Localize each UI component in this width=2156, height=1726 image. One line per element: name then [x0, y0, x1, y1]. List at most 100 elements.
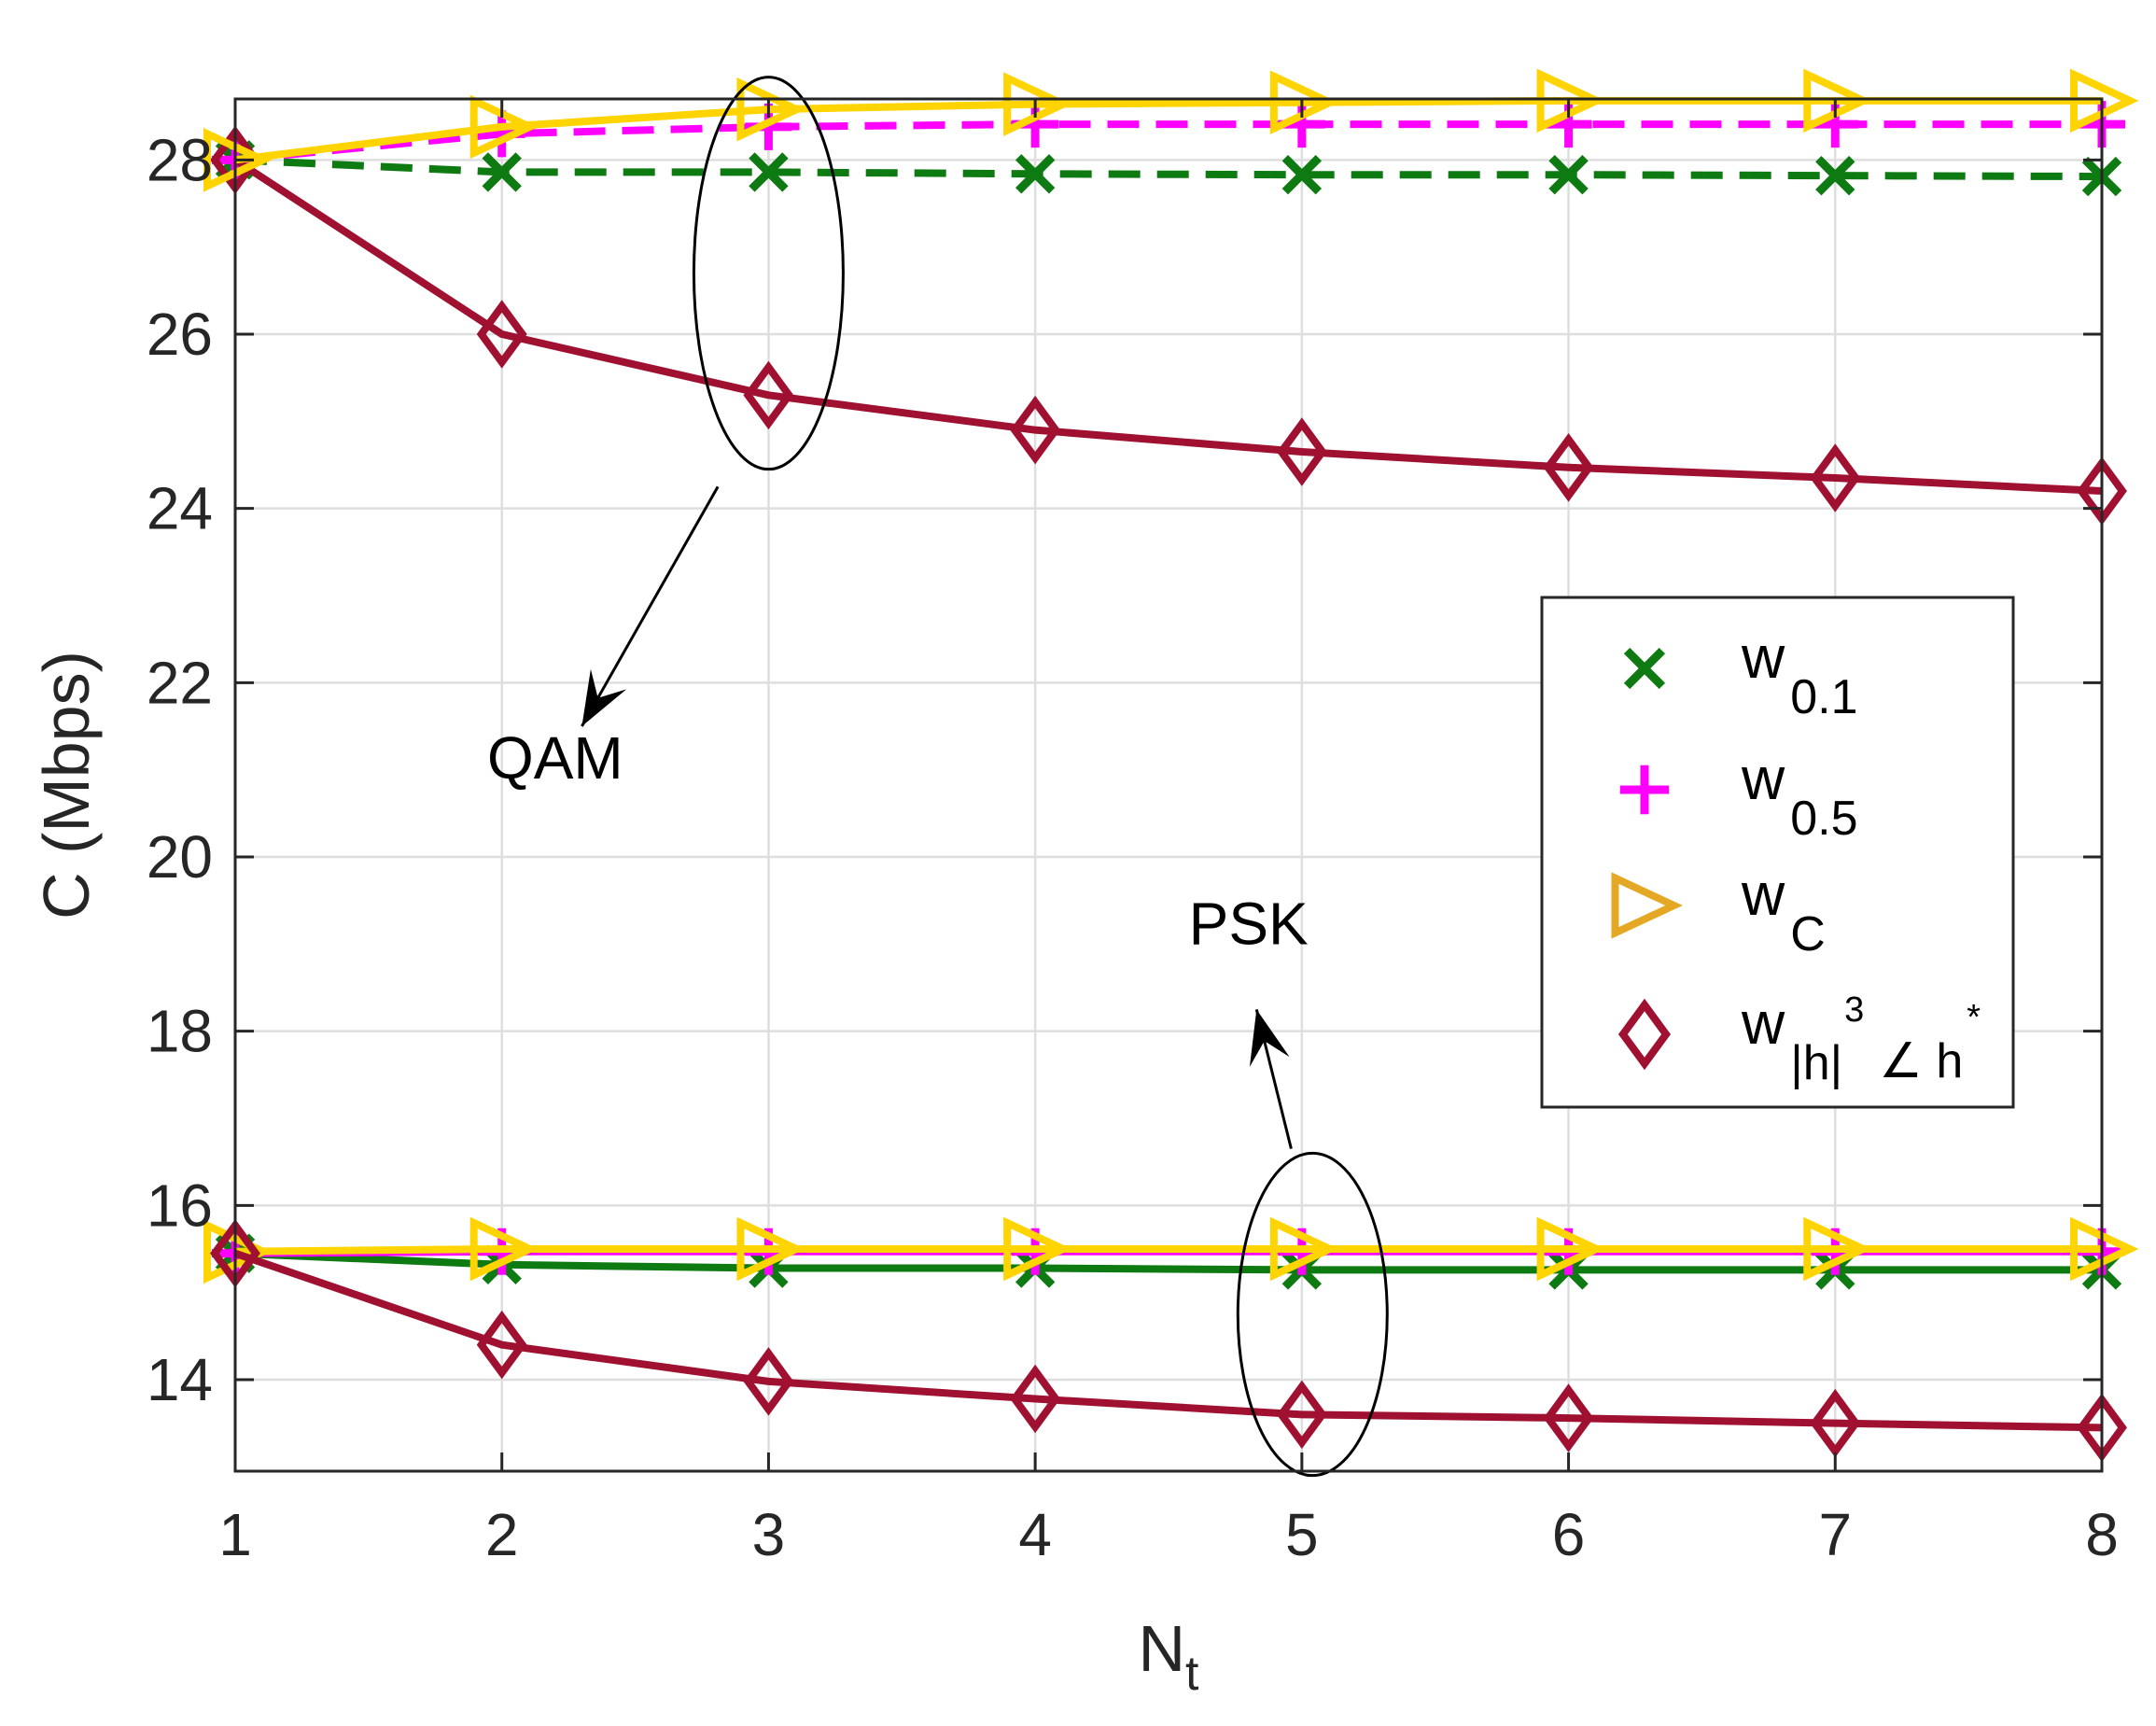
series-wh3h-qam-point-shape: [1543, 433, 1594, 502]
annotation-layer: QAM PSK: [487, 76, 1389, 1478]
annotation-qam-arrow-head: [581, 668, 627, 726]
series-wh3h-psk-point-shape: [476, 1310, 527, 1380]
legend-label-tail: ∠ h: [1879, 1034, 1963, 1088]
legend-label-2: wC: [1741, 861, 1826, 961]
series-wC-psk-point-shape: [1003, 1216, 1072, 1282]
series-wC-psk-point: [1269, 1216, 1339, 1282]
legend-marker-3-shape: [1617, 998, 1672, 1071]
annotation-psk-ellipse: [1236, 1151, 1389, 1478]
legend-entry-3: w|h|3 ∠ h*: [1617, 989, 1981, 1090]
x-tick-label: 7: [1818, 1501, 1852, 1568]
series-wC-qam-line: [234, 96, 2102, 164]
axes-box: [233, 97, 2104, 1473]
ticks: 1 2 3 4 5 6 7 8 14 16 18 20 22 24 26 28: [147, 99, 2119, 1568]
series-w01-qam-point: [1548, 155, 1589, 195]
legend-marker-2-shape: [1611, 872, 1683, 939]
legend-entry-0: w0.1: [1623, 624, 1858, 724]
y-tick-label: 18: [147, 998, 213, 1065]
series-w01-qam-point: [1815, 155, 1855, 196]
annotation-qam-arrow-line: [581, 485, 720, 727]
annotation-psk: PSK: [1189, 890, 1389, 1478]
legend-label-0: w0.1: [1741, 624, 1858, 724]
legend-label-sup: 3: [1844, 990, 1864, 1030]
x-tick-label: 2: [485, 1501, 519, 1568]
y-axis-label: C (Mbps): [30, 651, 103, 919]
annotation-psk-label: PSK: [1189, 890, 1309, 957]
legend-label-sub: |h|: [1790, 1036, 1842, 1090]
legend-label-base: w: [1741, 745, 1785, 812]
series-w01-qam-point-shape: [749, 152, 789, 192]
series-wC-psk-point-shape: [1269, 1216, 1339, 1282]
y-tick-label: 26: [147, 301, 213, 368]
series-wh3h-psk-point: [1276, 1380, 1327, 1450]
y-tick-label: 24: [147, 475, 213, 542]
legend-label-sub: 0.5: [1790, 792, 1857, 846]
series-w01-qam-point-shape: [482, 152, 522, 192]
series-wC-qam-point-shape: [736, 77, 805, 142]
annotation-qam-ellipse: [692, 76, 845, 471]
series-w01-qam-point: [749, 152, 789, 192]
series-wh3h-psk-point-shape: [1810, 1388, 1861, 1458]
series-w05-qam-line: [234, 120, 2102, 164]
x-axis-label-main: N: [1138, 1612, 1185, 1685]
series-wh3h-qam-point-shape: [1010, 395, 1061, 465]
x-tick-label: 8: [2085, 1501, 2119, 1568]
series-wC-psk-point: [1803, 1216, 1872, 1282]
series-w01-qam-line: [234, 156, 2103, 181]
legend-label-tail-sup: *: [1967, 998, 1981, 1037]
series-wC-psk-point-shape: [1803, 1216, 1872, 1282]
x-axis-label-sub: t: [1185, 1647, 1199, 1701]
series-w01-qam-point: [482, 152, 522, 192]
x-tick-label: 5: [1285, 1501, 1319, 1568]
series-wh3h-qam-point: [1543, 433, 1594, 502]
legend-entry-1: w0.5: [1619, 745, 1858, 846]
legend-marker-3: [1617, 998, 1672, 1071]
series-wh3h-qam-point-shape: [743, 360, 794, 430]
series-wC-psk-point-shape: [1536, 1216, 1606, 1282]
x-tick-label: 6: [1552, 1501, 1586, 1568]
series-wh3h-psk-point: [1010, 1364, 1061, 1434]
legend-label-base: w: [1741, 989, 1785, 1057]
legend-marker-0: [1623, 647, 1666, 690]
series-wh3h-qam-point-shape: [1276, 417, 1327, 486]
series-wh3h-psk-point: [1810, 1388, 1861, 1458]
legend-box: [1540, 596, 2015, 1109]
series-wh3h-psk-point-shape: [1276, 1380, 1327, 1450]
series-w01-qam-point-shape: [1281, 155, 1323, 195]
series-wh3h-qam-point-shape: [1810, 443, 1861, 512]
series-wh3h-psk: [210, 1218, 2127, 1463]
series-w01-qam-point-shape: [1815, 155, 1855, 196]
series-wh3h-psk-line: [233, 1249, 2103, 1432]
series-wh3h-psk-point: [743, 1347, 794, 1416]
series-w01-qam-point: [1281, 155, 1323, 195]
y-tick-label: 22: [147, 649, 213, 716]
legend-label-3: w|h|3 ∠ h*: [1741, 989, 1981, 1090]
x-tick-label: 4: [1018, 1501, 1052, 1568]
legend-label-base: w: [1741, 624, 1785, 691]
legend-marker-2: [1611, 872, 1683, 939]
series-wh3h-qam-point: [1810, 443, 1861, 512]
series-wh3h-qam-line: [232, 156, 2103, 495]
series-wh3h-qam-point: [476, 300, 527, 369]
annotation-psk-arrow-head: [1249, 1009, 1290, 1067]
legend-entry-2: wC: [1611, 861, 1826, 961]
annotation-qam-label: QAM: [487, 724, 623, 792]
legend-marker-1: [1619, 765, 1670, 815]
series-wh3h-psk-point-shape: [1543, 1383, 1594, 1452]
series-wC-psk-point-shape: [469, 1216, 539, 1282]
series-wC-psk-point: [736, 1216, 805, 1282]
y-tick-label: 14: [147, 1346, 213, 1413]
series-wC-psk-point-shape: [736, 1216, 805, 1282]
series-w01-psk-line: [234, 1249, 2102, 1274]
series-w01-qam-point-shape: [1015, 154, 1056, 194]
series-wh3h-qam: [210, 125, 2127, 526]
series-w01-qam-point: [1015, 154, 1056, 194]
x-axis-label: Nt: [1138, 1612, 1199, 1701]
legend-marker-0-shape: [1623, 647, 1666, 690]
legend-label-1: w0.5: [1741, 745, 1858, 846]
x-tick-label: 3: [752, 1501, 786, 1568]
y-tick-label: 28: [147, 126, 213, 193]
series-wh3h-psk-point: [1543, 1383, 1594, 1452]
